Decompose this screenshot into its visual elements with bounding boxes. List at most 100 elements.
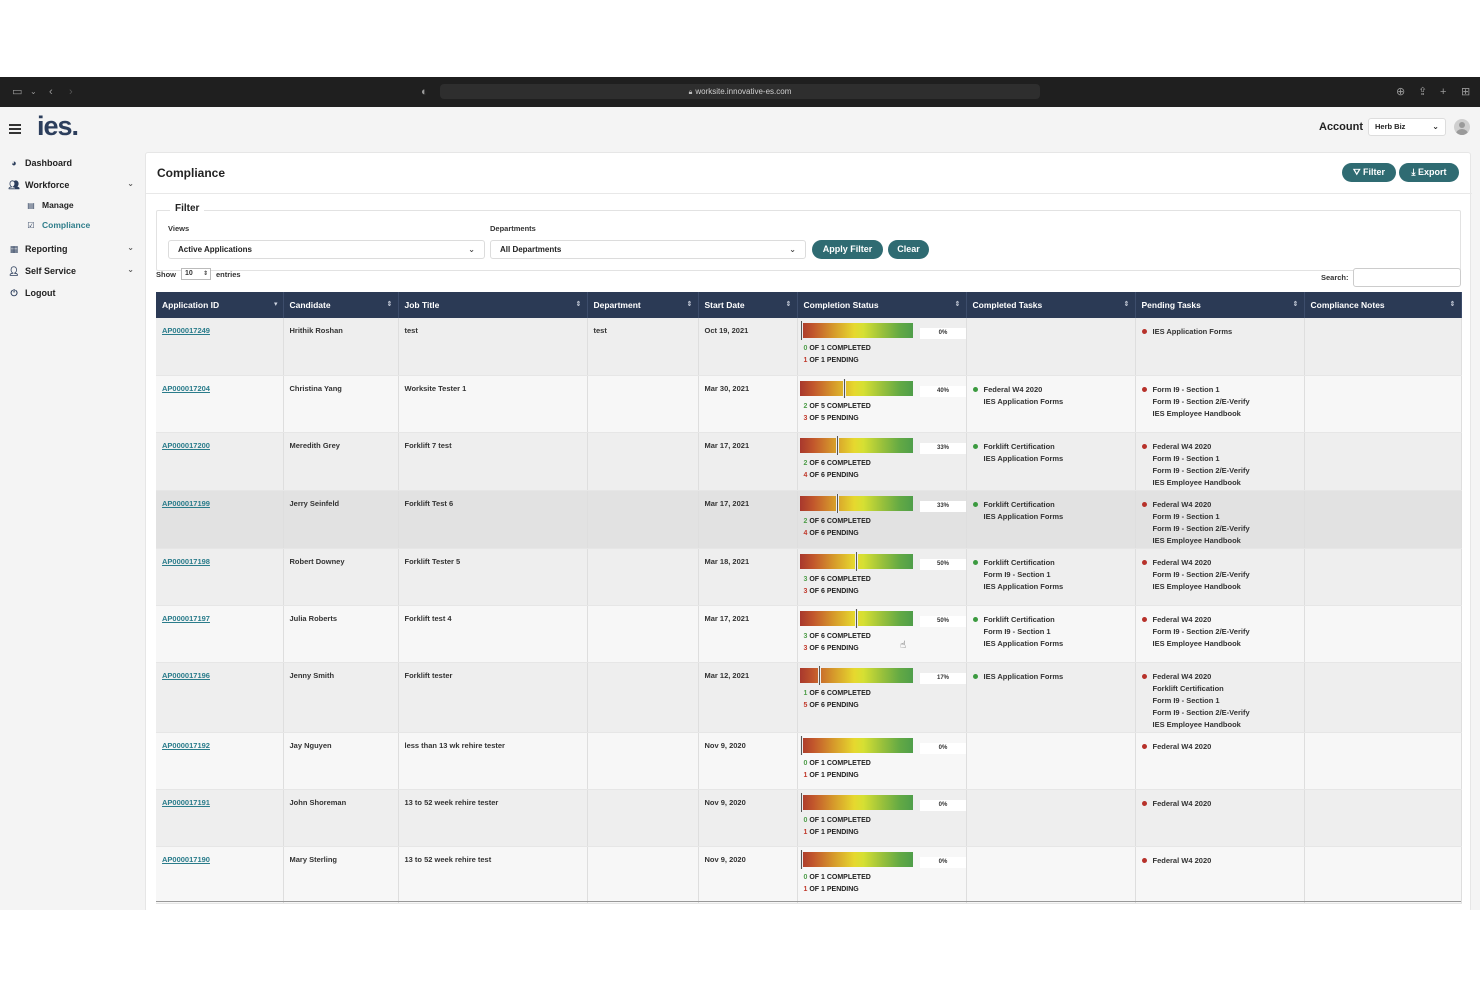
divider: [156, 901, 1461, 902]
job-title-cell: Forklift Tester 5: [398, 548, 588, 606]
share-icon[interactable]: ⇪: [1418, 86, 1428, 98]
column-header-label: Completion Status: [803, 300, 879, 310]
table-row[interactable]: AP000017190 Mary Sterling 13 to 52 week re…: [156, 846, 1462, 904]
application-id-link[interactable]: AP000017249: [162, 326, 210, 335]
job-title-cell: Forklift Test 6: [398, 490, 588, 549]
filter-button[interactable]: ⛛ Filter: [1342, 163, 1396, 182]
task-label: Form I9 - Section 1: [1152, 511, 1220, 521]
column-header[interactable]: Job Title ⇕: [398, 292, 588, 318]
sidebar-item-label: Logout: [25, 288, 56, 298]
download-icon[interactable]: ⊕: [1396, 86, 1406, 98]
back-icon[interactable]: ‹: [49, 86, 53, 98]
status-dot: [972, 616, 978, 622]
sidebar-item-manage[interactable]: ▤ Manage: [26, 197, 73, 213]
clear-button[interactable]: Clear: [888, 240, 929, 259]
sidebar-toggle-icon[interactable]: ▭: [12, 86, 23, 98]
table-row[interactable]: AP000017200 Meredith Grey Forklift 7 test M…: [156, 432, 1462, 491]
hamburger-menu-icon[interactable]: [9, 124, 21, 134]
table-row[interactable]: AP000017196 Jenny Smith Forklift tester Mar…: [156, 662, 1462, 733]
completed-count: 3 OF 6 COMPLETED: [803, 632, 871, 640]
application-id-link[interactable]: AP000017200: [162, 440, 210, 450]
logo[interactable]: ies.: [37, 111, 79, 142]
task-label: IES Application Forms: [1152, 327, 1233, 336]
task-label: IES Application Forms: [983, 581, 1064, 591]
task-item: IES Application Forms: [973, 581, 1129, 593]
table-row[interactable]: AP000017199 Jerry Seinfeld Forklift Test 6…: [156, 490, 1462, 549]
completed-tasks-cell: Forklift Certification Form I9 - Section …: [966, 548, 1136, 606]
task-label: IES Application Forms: [983, 396, 1064, 406]
department-cell: [587, 662, 699, 733]
application-id-cell: AP000017191: [156, 789, 284, 847]
completion-percent: 50%: [919, 615, 965, 627]
sidebar-item-self-service[interactable]: 👤︎ Self Service ⌄: [8, 262, 136, 280]
account-select[interactable]: Herb Biz ⌄: [1368, 118, 1446, 136]
application-id-link[interactable]: AP000017197: [162, 613, 210, 623]
sidebar-item-label: Workforce: [25, 180, 70, 190]
pending-number: 3: [803, 587, 808, 595]
completion-gauge: [799, 378, 913, 398]
avatar[interactable]: [1454, 119, 1470, 135]
table-row[interactable]: AP000017249 Hrithik Roshan test test Oct 19,…: [156, 318, 1462, 376]
candidate-cell: Jay Nguyen: [283, 732, 399, 790]
column-header[interactable]: Pending Tasks ⇕: [1135, 292, 1305, 318]
column-header[interactable]: Compliance Notes ⇕: [1304, 292, 1462, 318]
export-button[interactable]: ⤓ Export: [1399, 163, 1459, 182]
column-header[interactable]: Department ⇕: [587, 292, 699, 318]
column-header[interactable]: Application ID ▾: [156, 292, 284, 318]
compliance-notes-cell: [1304, 662, 1462, 733]
completed-count: 1 OF 6 COMPLETED: [803, 689, 871, 697]
table-row[interactable]: AP000017192 Jay Nguyen less than 13 wk reh…: [156, 732, 1462, 790]
search-input[interactable]: [1353, 268, 1461, 287]
chevron-down-icon[interactable]: ⌄: [30, 87, 37, 96]
completed-tasks-cell: Forklift Certification IES Application Fo…: [966, 432, 1136, 491]
pending-tasks-cell: Federal W4 2020 Forklift Certification For…: [1135, 662, 1305, 733]
application-id-link[interactable]: AP000017199: [162, 498, 210, 508]
completion-status-cell: 0% 0 OF 1 COMPLETED 1 OF 1 PENDING: [797, 846, 967, 904]
completion-gauge: [799, 321, 913, 340]
departments-select[interactable]: All Departments ⌄: [490, 240, 806, 259]
column-header[interactable]: Completed Tasks ⇕: [966, 292, 1136, 318]
start-date-cell: Nov 9, 2020: [698, 789, 798, 847]
task-label: Form I9 - Section 2/E-Verify: [1152, 465, 1250, 475]
column-header[interactable]: Completion Status ⇕: [797, 292, 967, 318]
entries-select[interactable]: 10 ⇕: [181, 268, 211, 280]
pending-tasks-cell: Form I9 - Section 1 Form I9 - Section 2/E…: [1135, 375, 1305, 433]
views-select[interactable]: Active Applications ⌄: [168, 240, 485, 259]
new-tab-icon[interactable]: +: [1440, 86, 1447, 98]
sidebar-item-workforce[interactable]: 👥︎ Workforce ⌄: [8, 176, 136, 194]
completion-gauge: [799, 792, 913, 812]
sidebar-item-dashboard[interactable]: ◕ Dashboard: [8, 154, 136, 172]
sidebar-item-logout[interactable]: ⏻ Logout: [8, 284, 136, 302]
column-header[interactable]: Candidate ⇕: [283, 292, 399, 318]
application-id-link[interactable]: AP000017192: [162, 740, 210, 750]
department-cell: [587, 789, 699, 847]
task-item: IES Employee Handbook: [1142, 581, 1298, 593]
table-row[interactable]: AP000017191 John Shoreman 13 to 52 week re…: [156, 789, 1462, 847]
task-label: Form I9 - Section 1: [1152, 384, 1220, 394]
table-row[interactable]: AP000017197 Julia Roberts Forklift test 4 M…: [156, 605, 1462, 663]
tab-overview-icon[interactable]: ⊞: [1461, 86, 1471, 98]
chevron-down-icon: ⌄: [468, 245, 475, 254]
sort-icon: ⇕: [686, 301, 693, 308]
task-label: Form I9 - Section 2/E-Verify: [1152, 569, 1250, 579]
completion-status-cell: 17% 1 OF 6 COMPLETED 5 OF 6 PENDING: [797, 662, 967, 733]
completion-status-cell: 0% 0 OF 1 COMPLETED 1 OF 1 PENDING: [797, 732, 967, 790]
column-header-label: Pending Tasks: [1141, 300, 1201, 310]
application-id-link[interactable]: AP000017190: [162, 854, 210, 864]
application-id-link[interactable]: AP000017198: [162, 556, 210, 566]
column-header[interactable]: Start Date ⇕: [698, 292, 798, 318]
table-row[interactable]: AP000017198 Robert Downey Forklift Tester …: [156, 548, 1462, 606]
address-bar[interactable]: 🔒︎ worksite.innovative-es.com: [440, 84, 1040, 99]
hand-cursor-icon: ☝︎: [900, 640, 907, 651]
sidebar-item-compliance[interactable]: ☑︎ Compliance: [26, 217, 90, 233]
table-row[interactable]: AP000017204 Christina Yang Worksite Tester…: [156, 375, 1462, 433]
application-id-link[interactable]: AP000017204: [162, 383, 210, 393]
task-label: Form I9 - Section 2/E-Verify: [1152, 626, 1250, 636]
status-dot: [1141, 743, 1147, 749]
shield-icon[interactable]: ◐: [421, 86, 428, 98]
forward-icon[interactable]: ›: [69, 86, 73, 98]
sidebar-item-reporting[interactable]: ▦ Reporting ⌄: [8, 240, 136, 258]
application-id-link[interactable]: AP000017191: [162, 797, 210, 807]
application-id-link[interactable]: AP000017196: [162, 670, 210, 680]
apply-filter-button[interactable]: Apply Filter: [812, 240, 883, 259]
